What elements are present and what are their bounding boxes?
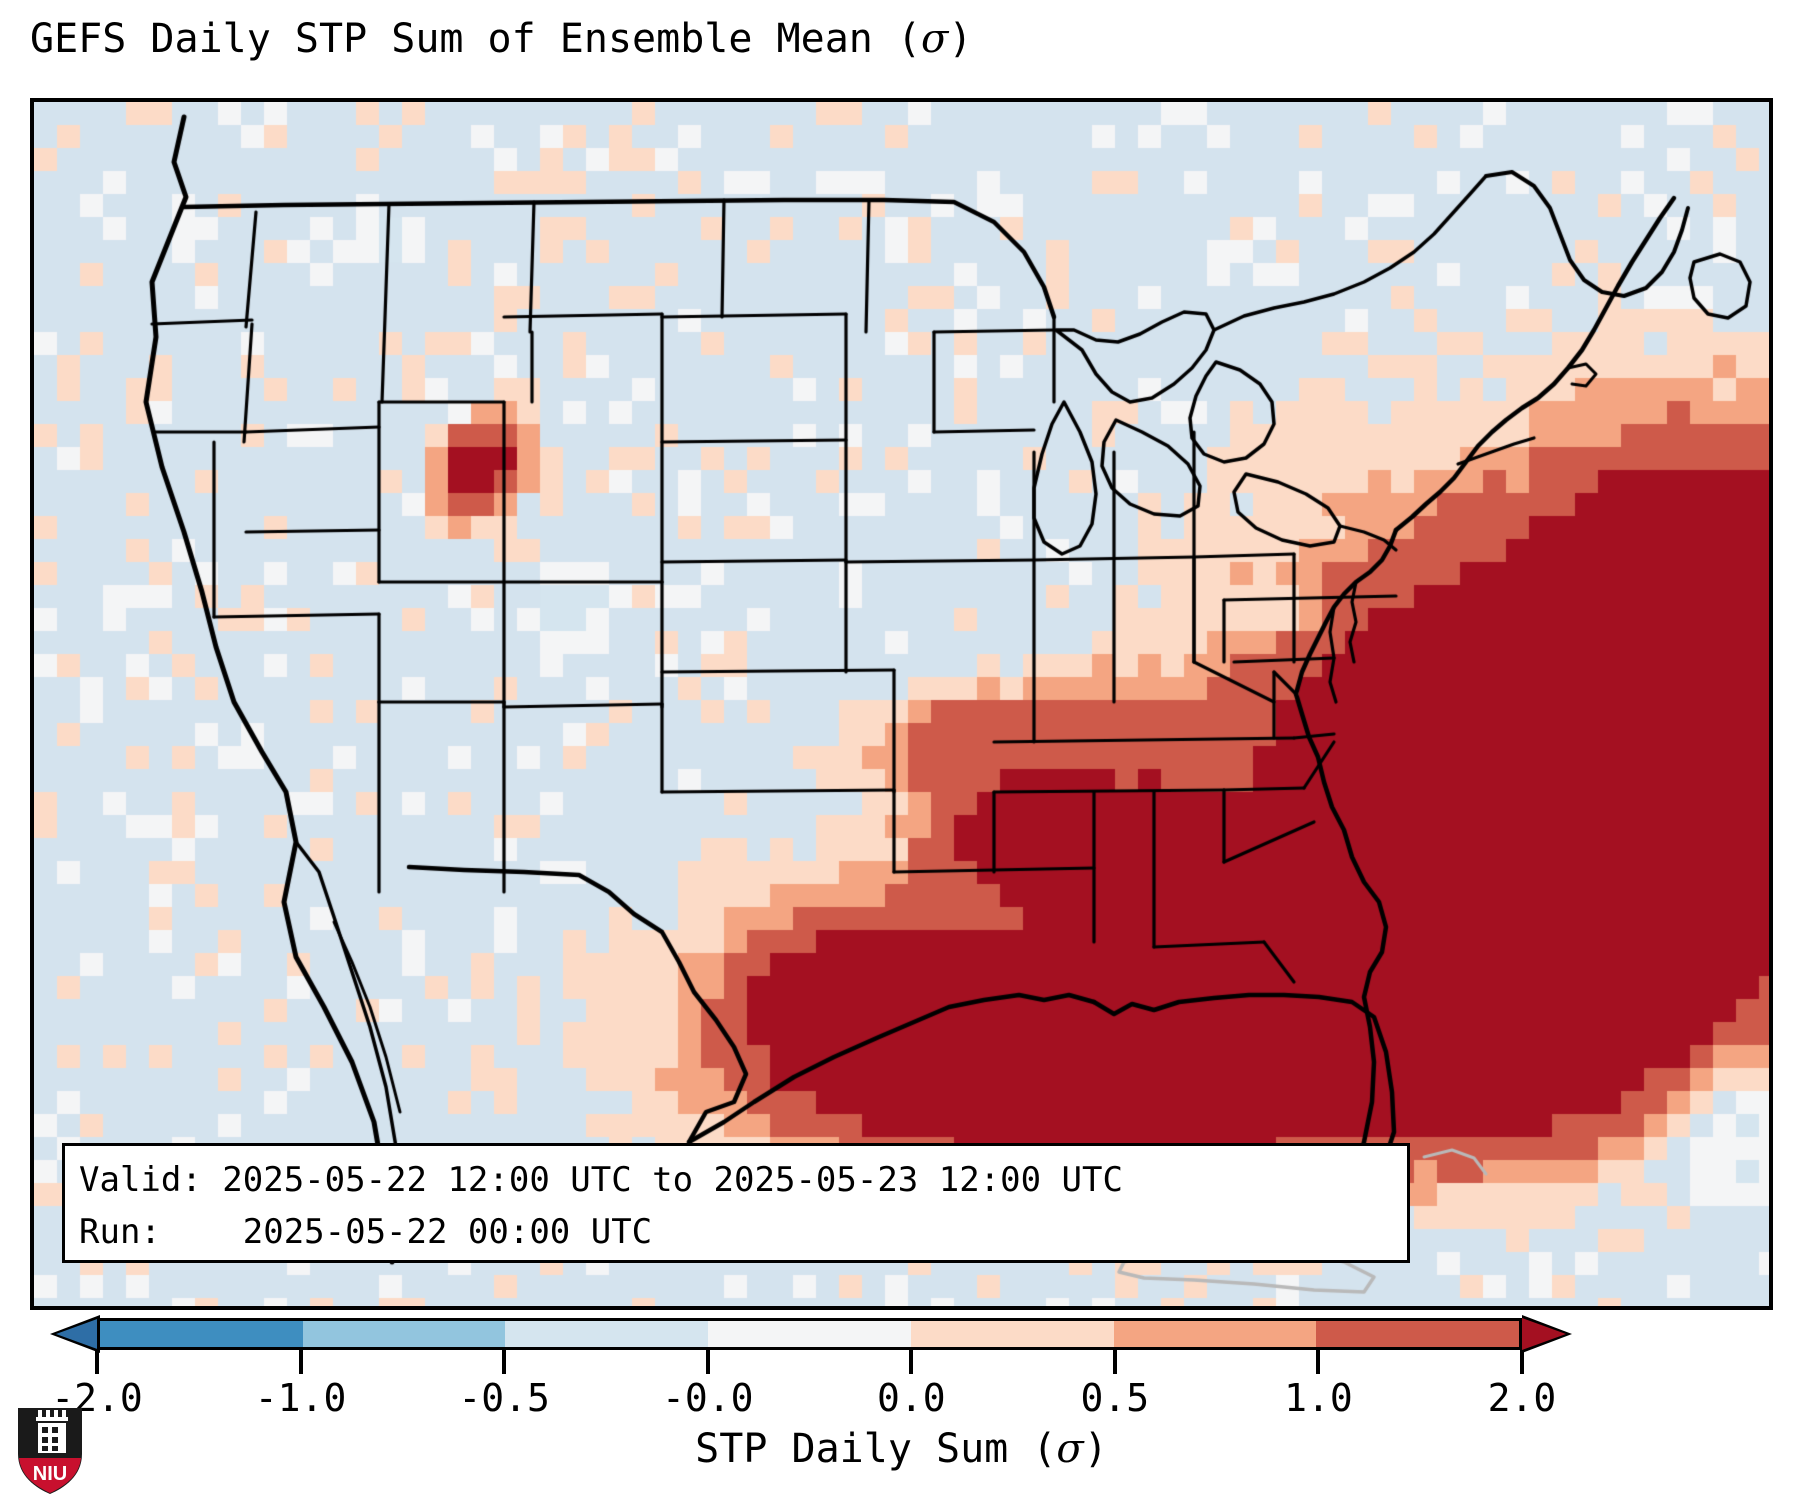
colorbar-tick-label-5: 0.5 (1080, 1376, 1150, 1420)
colorbar-tick-0 (95, 1350, 99, 1374)
colorbar-axis-label: STP Daily Sum (σ) (0, 1426, 1803, 1472)
colorbar-tick-7 (1520, 1350, 1524, 1374)
valid-time-line: Valid: 2025-05-22 12:00 UTC to 2025-05-2… (79, 1160, 1123, 1200)
colorbar-sigma-symbol: σ (1056, 1426, 1084, 1472)
colorbar-tick-3 (705, 1350, 710, 1374)
colorbar-gradient[interactable] (97, 1318, 1522, 1350)
map-plot-area[interactable] (30, 98, 1773, 1310)
stp-heatmap-canvas (34, 102, 1769, 1306)
colorbar-tick-5 (1112, 1350, 1117, 1374)
colorbar-tick-label-2: -0.5 (458, 1376, 550, 1420)
colorbar-band-1 (302, 1321, 506, 1347)
colorbar-tick-1 (298, 1350, 303, 1374)
colorbar-tick-label-3: -0.0 (661, 1376, 754, 1420)
colorbar-tick-label-1: -1.0 (254, 1376, 347, 1420)
colorbar-tick-label-7: 2.0 (1487, 1376, 1557, 1420)
title-close-paren: ) (948, 16, 973, 62)
colorbar-tick-label-6: 1.0 (1284, 1376, 1353, 1420)
niu-logo-text: NIU (33, 1463, 67, 1485)
niu-shield-logo: NIU (18, 1408, 82, 1494)
colorbar-band-2 (505, 1321, 709, 1347)
colorbar-over-arrow (1522, 1318, 1566, 1350)
colorbar-band-4 (910, 1321, 1114, 1347)
page-title-text: GEFS Daily STP Sum of Ensemble Mean ( (30, 16, 922, 62)
page-title: GEFS Daily STP Sum of Ensemble Mean (σ) (30, 16, 972, 62)
colorbar-band-5 (1113, 1321, 1317, 1347)
colorbar-container: -2.0 -1.0 -0.5 -0.0 0.0 0.5 1.0 2.0 (0, 1315, 1803, 1420)
colorbar-under-arrow (56, 1318, 100, 1350)
colorbar-label-close: ) (1083, 1426, 1108, 1472)
colorbar-tick-4 (909, 1350, 914, 1374)
colorbar-band-3 (708, 1321, 911, 1347)
colorbar-label-text: STP Daily Sum ( (695, 1426, 1057, 1472)
sigma-symbol: σ (921, 16, 949, 62)
colorbar-tick-6 (1316, 1350, 1321, 1374)
colorbar-band-0 (100, 1321, 303, 1347)
colorbar-band-6 (1316, 1321, 1520, 1347)
colorbar-tick-2 (502, 1350, 507, 1374)
colorbar-tick-label-4: 0.0 (876, 1376, 946, 1420)
run-time-line: Run: 2025-05-22 00:00 UTC (79, 1212, 653, 1252)
forecast-info-box: Valid: 2025-05-22 12:00 UTC to 2025-05-2… (62, 1143, 1410, 1263)
